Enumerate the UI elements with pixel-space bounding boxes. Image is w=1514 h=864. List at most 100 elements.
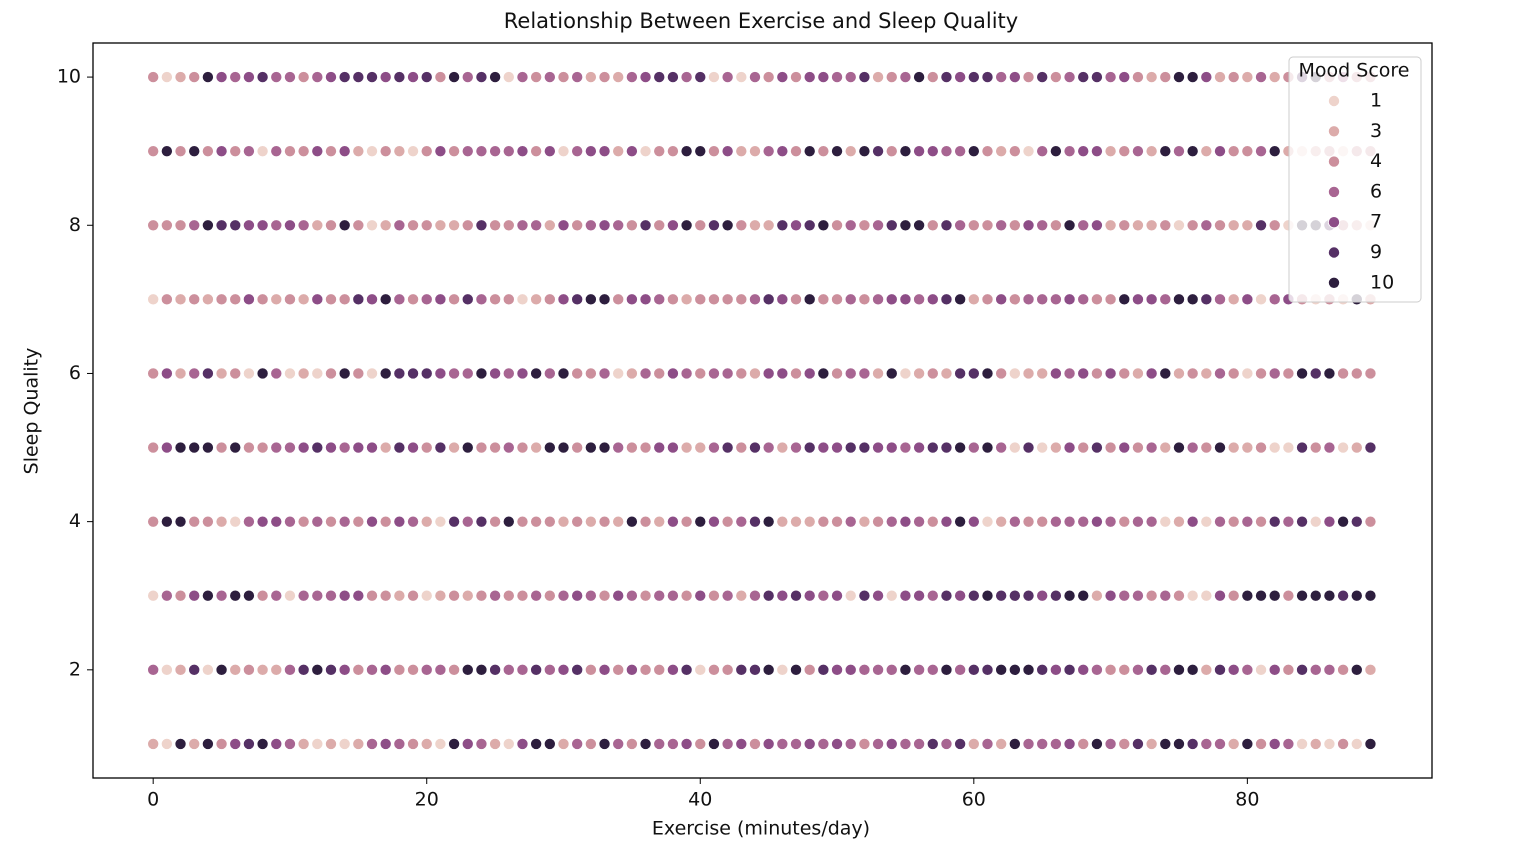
point <box>967 589 980 602</box>
point <box>311 737 324 750</box>
point <box>639 219 652 232</box>
point <box>379 145 392 158</box>
point <box>831 515 844 528</box>
point <box>967 293 980 306</box>
point <box>612 441 625 454</box>
point <box>1145 145 1158 158</box>
point <box>1200 663 1213 676</box>
point <box>872 293 885 306</box>
point <box>475 441 488 454</box>
point <box>926 663 939 676</box>
point <box>147 219 160 232</box>
point <box>653 441 666 454</box>
point <box>926 515 939 528</box>
point <box>721 589 734 602</box>
point <box>926 145 939 158</box>
point <box>721 515 734 528</box>
point <box>379 737 392 750</box>
point <box>160 293 173 306</box>
point <box>1104 293 1117 306</box>
point <box>612 663 625 676</box>
point <box>434 663 447 676</box>
point <box>270 293 283 306</box>
point <box>283 293 296 306</box>
point <box>1049 663 1062 676</box>
point <box>1008 663 1021 676</box>
point <box>516 367 529 380</box>
point <box>1268 441 1281 454</box>
point <box>1282 441 1295 454</box>
point <box>188 145 201 158</box>
point <box>1104 145 1117 158</box>
point <box>625 589 638 602</box>
point <box>1008 145 1021 158</box>
point <box>735 367 748 380</box>
point <box>1296 589 1309 602</box>
point <box>885 737 898 750</box>
point <box>666 663 679 676</box>
point <box>1268 219 1281 232</box>
point <box>612 71 625 84</box>
point <box>502 293 515 306</box>
point <box>776 71 789 84</box>
point <box>1255 293 1268 306</box>
point <box>1118 219 1131 232</box>
point <box>762 145 775 158</box>
point <box>1337 441 1350 454</box>
point <box>1036 219 1049 232</box>
point <box>1131 145 1144 158</box>
point <box>831 737 844 750</box>
point <box>1104 367 1117 380</box>
point <box>516 589 529 602</box>
point <box>489 515 502 528</box>
point <box>1186 515 1199 528</box>
point <box>174 589 187 602</box>
point <box>954 293 967 306</box>
point <box>584 663 597 676</box>
point <box>475 219 488 232</box>
point <box>1104 441 1117 454</box>
point <box>324 145 337 158</box>
point <box>311 71 324 84</box>
point <box>461 219 474 232</box>
point <box>242 589 255 602</box>
point <box>324 515 337 528</box>
point <box>174 71 187 84</box>
point <box>735 663 748 676</box>
point <box>1036 71 1049 84</box>
point <box>639 293 652 306</box>
point <box>913 515 926 528</box>
point <box>1268 71 1281 84</box>
point <box>913 737 926 750</box>
point <box>420 219 433 232</box>
point <box>543 515 556 528</box>
point <box>530 515 543 528</box>
point <box>229 219 242 232</box>
point <box>1255 515 1268 528</box>
point <box>1200 145 1213 158</box>
point <box>530 219 543 232</box>
point <box>1049 441 1062 454</box>
point <box>215 367 228 380</box>
point <box>229 293 242 306</box>
point <box>502 367 515 380</box>
point <box>256 145 269 158</box>
legend-label: 7 <box>1370 211 1382 233</box>
point <box>858 737 871 750</box>
point <box>530 71 543 84</box>
point <box>776 663 789 676</box>
point <box>160 737 173 750</box>
point <box>899 145 912 158</box>
point <box>1337 515 1350 528</box>
point <box>666 737 679 750</box>
point <box>201 367 214 380</box>
point <box>803 589 816 602</box>
point <box>379 515 392 528</box>
point <box>584 293 597 306</box>
point <box>967 441 980 454</box>
point <box>1214 145 1227 158</box>
point <box>584 589 597 602</box>
point <box>735 145 748 158</box>
point <box>1172 663 1185 676</box>
point <box>297 663 310 676</box>
